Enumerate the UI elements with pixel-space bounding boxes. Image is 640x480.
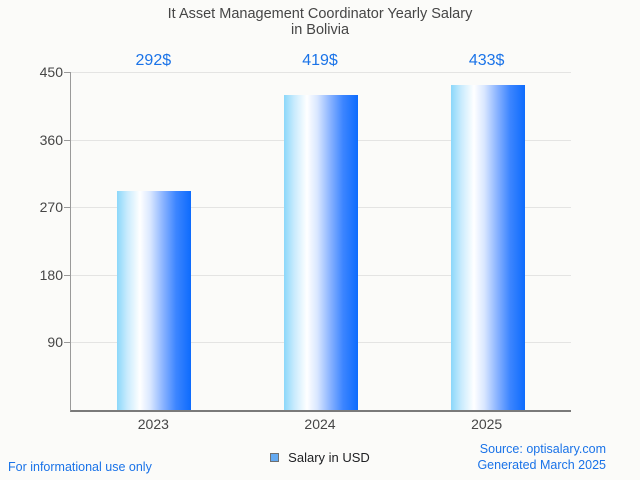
x-axis-label-2024: 2024 — [304, 416, 336, 432]
blue-square-icon — [270, 453, 280, 462]
y-axis-label-360: 360 — [39, 132, 63, 148]
generated-date: Generated March 2025 — [477, 457, 606, 472]
y-axis-tick-90 — [64, 342, 71, 343]
value-label-2024: 419$ — [302, 52, 338, 69]
bar-2024[interactable] — [284, 95, 358, 410]
y-axis-tick-360 — [64, 140, 71, 141]
chart-title-line2: in Bolivia — [290, 22, 350, 38]
bar-2023[interactable] — [117, 190, 192, 410]
source-block: Source: optisalary.com Generated March 2… — [477, 442, 606, 473]
x-axis-label-2025: 2025 — [471, 416, 503, 432]
chart-title: It Asset Management Coordinator Yearly S… — [0, 6, 640, 38]
source-link[interactable]: Source: optisalary.com — [479, 442, 606, 456]
chart-title-line1: It Asset Management Coordinator Yearly S… — [167, 6, 473, 22]
y-axis-tick-180 — [64, 275, 71, 276]
y-axis-tick-270 — [64, 207, 71, 208]
y-axis-label-270: 270 — [39, 199, 63, 215]
legend[interactable]: Salary in USD — [0, 450, 640, 465]
y-axis-label-90: 90 — [47, 334, 63, 350]
gridline-450 — [71, 72, 571, 73]
y-axis-tick-450 — [64, 72, 71, 73]
y-axis-label-450: 450 — [39, 64, 63, 80]
value-label-2023: 292$ — [135, 52, 172, 69]
value-label-2025: 433$ — [468, 52, 505, 69]
disclaimer-text: For informational use only — [8, 460, 152, 474]
bar-2025[interactable] — [450, 84, 525, 410]
x-axis-label-2023: 2023 — [137, 416, 169, 432]
y-axis-label-180: 180 — [39, 267, 63, 283]
legend-label: Salary in USD — [288, 450, 370, 465]
plot-area: 90 180 270 360 450 — [40, 64, 571, 412]
